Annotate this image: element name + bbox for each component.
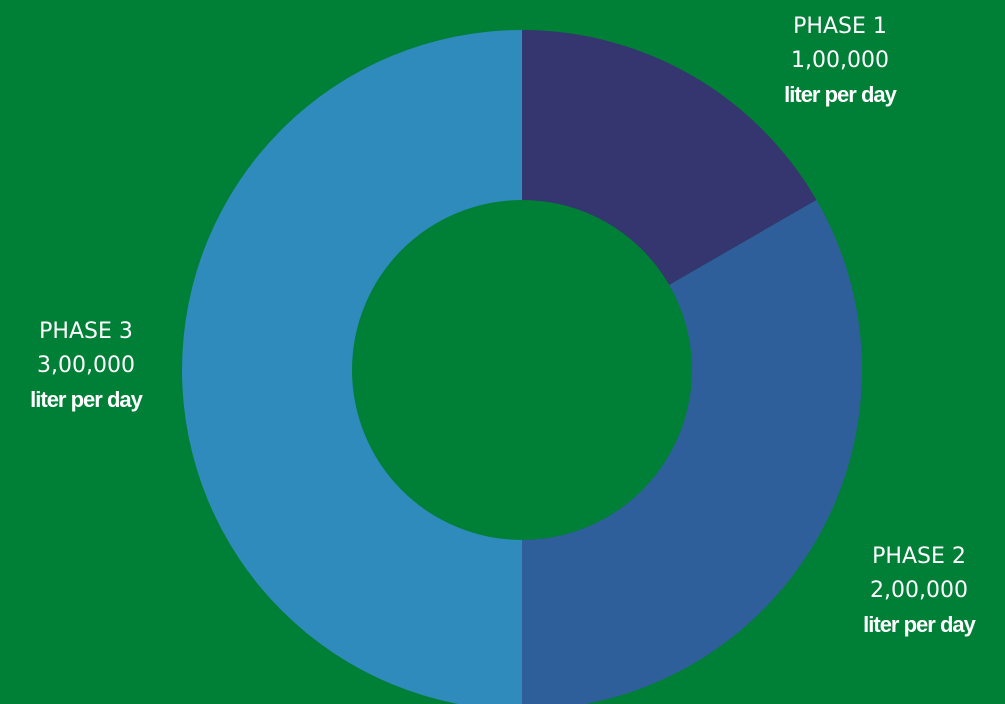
donut-slice-phase-2 [522, 200, 862, 704]
donut-slice-phase-1 [522, 30, 817, 285]
slice-label-phase-3: PHASE 3 3,00,000 liter per day [6, 315, 166, 417]
slice-name-phase-3: PHASE 3 [39, 319, 133, 344]
slice-label-phase-2: PHASE 2 2,00,000 liter per day [839, 540, 999, 642]
slice-unit-phase-1: liter per day [784, 82, 897, 107]
slice-name-phase-1: PHASE 1 [793, 14, 887, 39]
slice-unit-phase-3: liter per day [30, 387, 143, 412]
slice-value-phase-2: 2,00,000 [870, 578, 968, 603]
donut-slice-phase-3 [182, 30, 522, 704]
slice-label-phase-1: PHASE 1 1,00,000 liter per day [760, 10, 920, 112]
slice-name-phase-2: PHASE 2 [872, 544, 966, 569]
slice-value-phase-1: 1,00,000 [791, 48, 889, 73]
slice-value-phase-3: 3,00,000 [37, 353, 135, 378]
slice-unit-phase-2: liter per day [863, 612, 976, 637]
